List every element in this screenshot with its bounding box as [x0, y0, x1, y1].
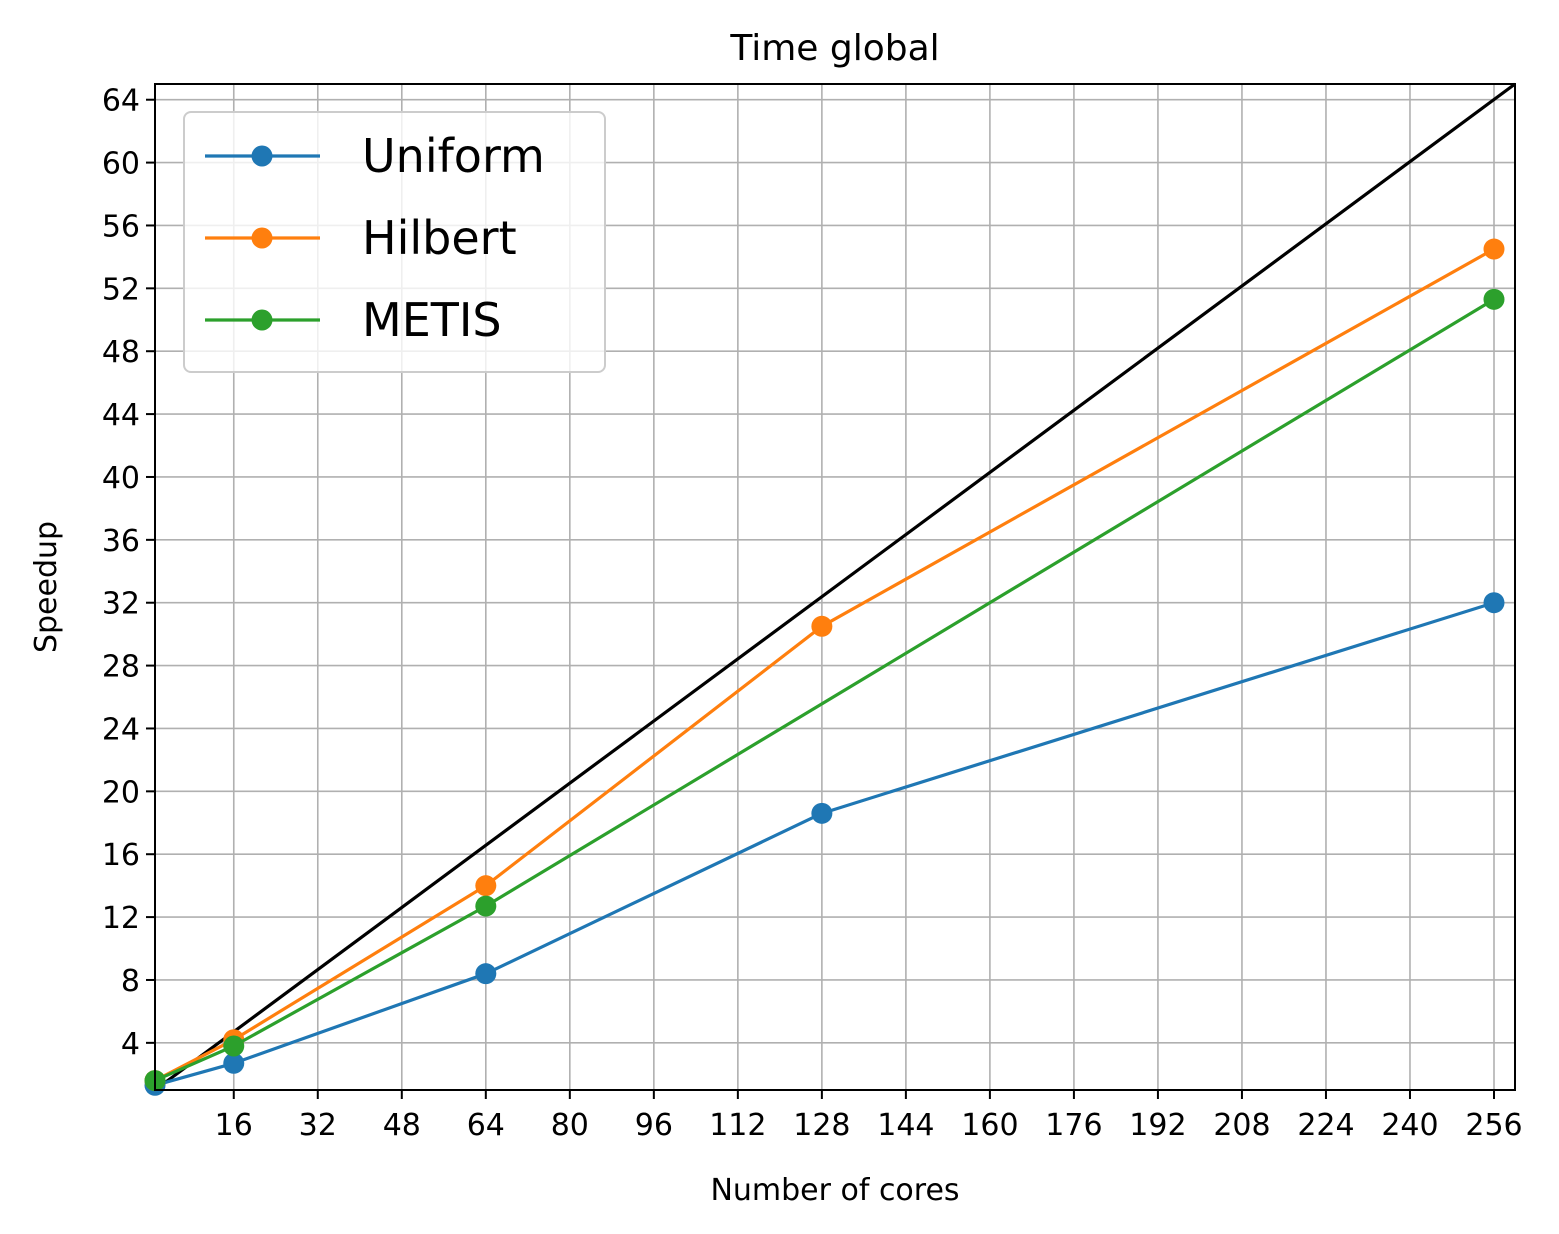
y-tick-label: 4: [121, 1027, 140, 1062]
y-axis-title: Speedup: [29, 521, 64, 653]
y-tick-label: 52: [102, 272, 140, 307]
x-tick-label: 192: [1129, 1108, 1186, 1143]
x-tick-label: 176: [1045, 1108, 1102, 1143]
legend: Uniform Hilbert METIS: [183, 111, 606, 373]
ideal-line: [154, 82, 1516, 1092]
metis-point: [223, 1035, 245, 1057]
metis-line: [154, 297, 1495, 1083]
legend-marker-uniform: [251, 145, 273, 167]
ideal-speedup-line: [154, 82, 1516, 1092]
x-tick-label: 32: [299, 1108, 337, 1143]
x-tick-label: 208: [1213, 1108, 1270, 1143]
x-tick-label: 256: [1465, 1108, 1522, 1143]
hilbert-point: [811, 615, 833, 637]
y-tick-label: 16: [102, 838, 140, 873]
legend-marker-hilbert: [251, 227, 273, 249]
x-axis-title: Number of cores: [710, 1173, 959, 1208]
y-tick-label: 20: [102, 775, 140, 810]
x-tick-label: 224: [1297, 1108, 1354, 1143]
y-tick-label: 48: [102, 335, 140, 370]
legend-box: [183, 111, 606, 373]
x-tick-label: 240: [1381, 1108, 1438, 1143]
series-group: [144, 238, 1505, 1096]
x-tick-label: 80: [551, 1108, 589, 1143]
hilbert-point: [1483, 238, 1505, 260]
legend-label-metis: METIS: [362, 293, 502, 347]
x-tick-label: 64: [467, 1108, 505, 1143]
metis-point: [475, 895, 497, 917]
x-tick-label: 160: [961, 1108, 1018, 1143]
chart-title: Time global: [729, 28, 939, 69]
metis-point: [1483, 288, 1505, 310]
y-tick-label: 28: [102, 650, 140, 685]
legend-label-hilbert: Hilbert: [362, 211, 517, 265]
x-tick-label: 144: [877, 1108, 934, 1143]
y-tick-label: 64: [102, 84, 140, 119]
y-tick-label: 24: [102, 712, 140, 747]
x-tick-label: 48: [383, 1108, 421, 1143]
y-tick-label: 36: [102, 524, 140, 559]
y-tick-label: 40: [102, 461, 140, 496]
x-tick-label: 112: [709, 1108, 766, 1143]
uniform-point: [811, 802, 833, 824]
hilbert-point: [475, 875, 497, 897]
y-tick-label: 8: [121, 964, 140, 999]
legend-label-uniform: Uniform: [362, 129, 545, 183]
y-tick-label: 56: [102, 209, 140, 244]
plot-frame: [154, 83, 1516, 1091]
uniform-point: [223, 1052, 245, 1074]
y-tick-label: 44: [102, 398, 140, 433]
series-metis: [144, 288, 1505, 1092]
y-tick-label: 32: [102, 587, 140, 622]
y-tick-label: 60: [102, 147, 140, 182]
uniform-point: [475, 963, 497, 985]
x-tick-label: 128: [793, 1108, 850, 1143]
uniform-point: [1483, 592, 1505, 614]
x-axis: 16 32 48 64 80 96 112 128 144 160 176 192 208 224 240 2…: [215, 1090, 1523, 1143]
legend-marker-metis: [251, 309, 273, 331]
x-tick-label: 16: [215, 1108, 253, 1143]
x-tick-label: 96: [635, 1108, 673, 1143]
y-tick-label: 12: [102, 901, 140, 936]
